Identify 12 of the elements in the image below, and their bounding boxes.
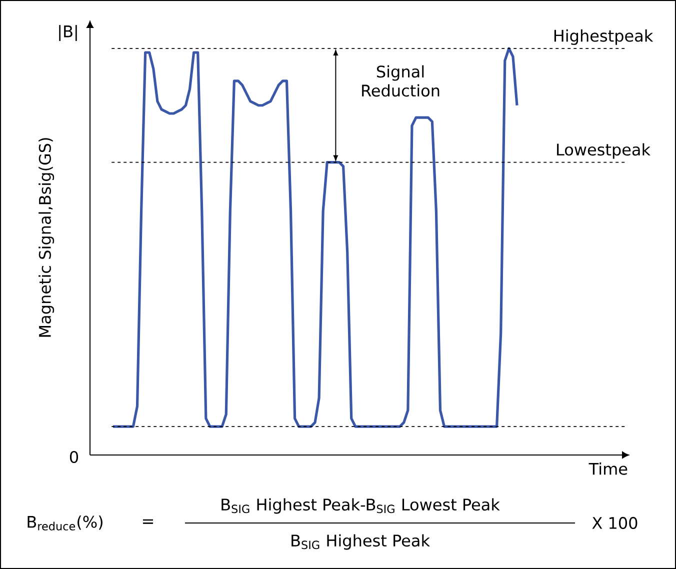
ref-line-label: Lowestpeak	[557, 143, 650, 159]
y-axis-title: Magnetic Signal,Bsig(GS)	[38, 138, 54, 337]
text: B$_{reduce}$(%)	[28, 516, 102, 530]
text: =	[143, 519, 154, 524]
x-axis-title: Time	[588, 462, 628, 475]
text: |B|	[59, 24, 77, 41]
annotation: Signal Reduction	[362, 65, 440, 97]
text: B$_{SIG}$ Highest Peak-B$_{SIG}$ Lowest Peak	[222, 498, 500, 514]
ref-line-label: Highestpeak	[554, 29, 654, 45]
text: B$_{SIG}$ Highest Peak	[292, 534, 430, 550]
text: X 100	[592, 516, 638, 530]
text: 0	[70, 450, 78, 464]
